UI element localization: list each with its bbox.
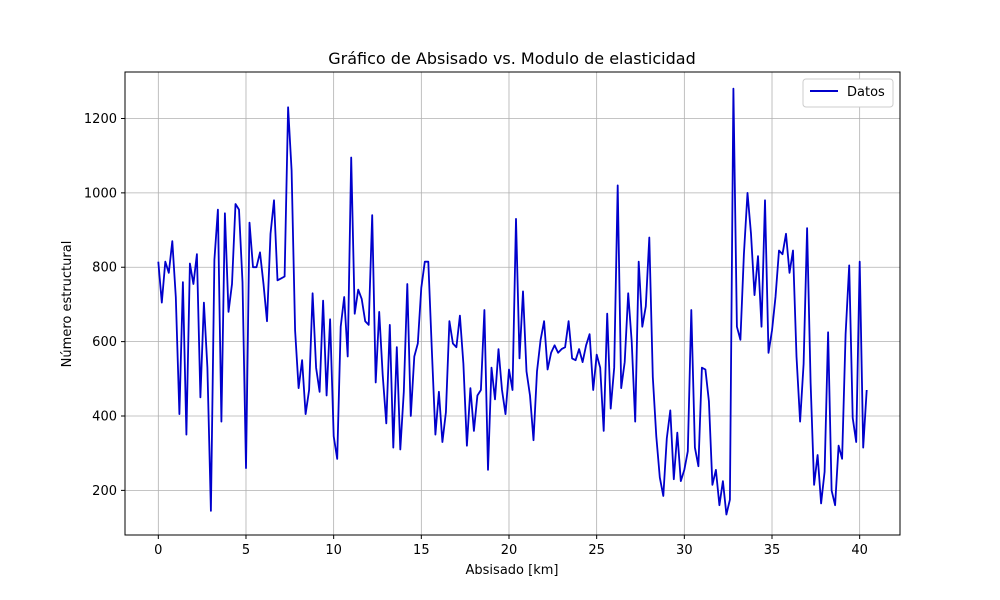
legend: Datos [802,78,894,108]
series-line-datos [157,87,868,516]
y-tick-label: 600 [92,335,117,350]
series-layer [157,87,868,516]
x-tick-label: 20 [501,543,518,558]
axis-ticks: 0 5 10 15 20 25 30 35 40 200 400 600 800 1000 1200 [84,112,868,558]
legend-label: Datos [847,85,885,100]
x-tick-label: 25 [588,543,605,558]
x-tick-label: 10 [325,543,342,558]
grid [125,72,900,535]
x-tick-label: 0 [154,543,162,558]
x-tick-label: 15 [413,543,430,558]
y-tick-label: 800 [92,261,117,276]
x-tick-label: 5 [242,543,250,558]
x-axis-label: Absisado [km] [466,563,559,578]
x-tick-label: 30 [676,543,693,558]
y-axis-label: Número estructural [60,241,75,368]
y-tick-label: 200 [92,484,117,499]
y-tick-label: 1200 [84,112,117,127]
y-tick-label: 1000 [84,186,117,201]
y-tick-label: 400 [92,409,117,424]
x-tick-label: 35 [764,543,781,558]
legend-box [802,78,894,108]
x-tick-label: 40 [851,543,868,558]
chart-title: Gráfico de Absisado vs. Modulo de elasti… [328,49,695,68]
plot-area-frame [124,71,901,536]
